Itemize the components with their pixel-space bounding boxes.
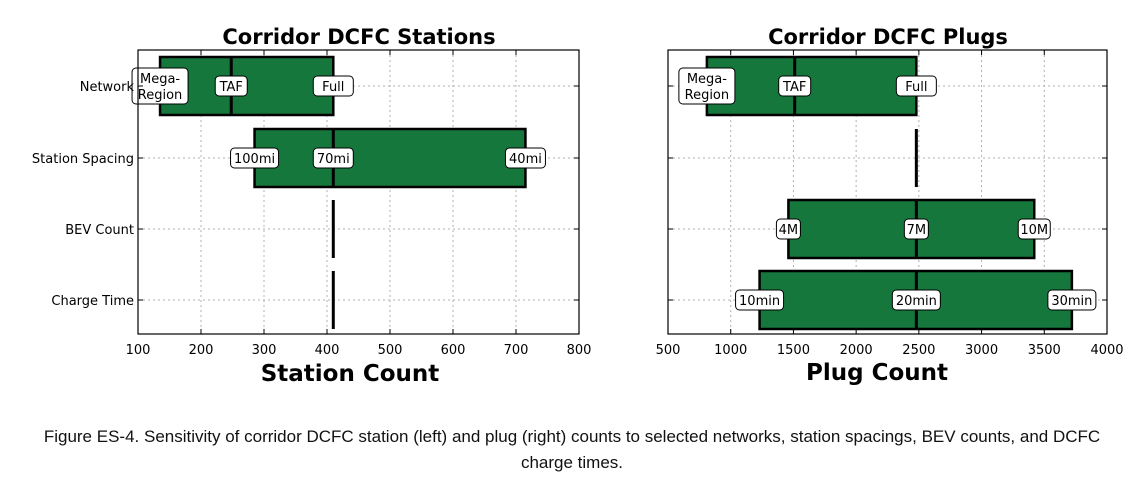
bar-label-text: Full [905, 80, 927, 95]
x-tick-label: 300 [252, 343, 277, 358]
bar-label: Mega-Region [131, 67, 189, 105]
x-axis-label: Station Count [261, 361, 440, 387]
bar-label-text: TAF [782, 80, 806, 95]
plot-frame [667, 49, 1108, 335]
bar-label-text: Mega- [687, 72, 727, 87]
x-tick-label: 500 [656, 343, 681, 358]
bar-label: Full [312, 75, 354, 97]
x-axis-label: Plug Count [806, 360, 948, 386]
bar-label-text: 4M [779, 223, 799, 238]
bar-label-box [735, 289, 785, 311]
bar-label-box [895, 75, 937, 97]
y-tick-label: Station Spacing [32, 152, 134, 167]
bar-label: Mega-Region [678, 67, 736, 105]
y-tick-label: BEV Count [65, 223, 134, 238]
bar-label-box [678, 67, 736, 105]
bar-label-box [312, 75, 354, 97]
bar-rect [705, 55, 918, 117]
bar-label-box [1047, 289, 1097, 311]
chart-title: Corridor DCFC Plugs [768, 25, 1008, 49]
bar-label: 40mi [504, 147, 546, 169]
bar-label: 30min [1047, 289, 1097, 311]
x-tick-label: 1500 [777, 343, 810, 358]
x-tick-label: 200 [189, 343, 214, 358]
bar-label-box [214, 75, 248, 97]
figure-caption: Figure ES-4. Sensitivity of corridor DCF… [43, 427, 1101, 472]
y-tick-label: Network [80, 80, 135, 95]
bar-bev-count: 4M 7M 10M [775, 198, 1051, 260]
bar-label-text: 100mi [234, 152, 275, 167]
bar-label-box [312, 147, 354, 169]
bar-label-text: Region [685, 88, 730, 103]
x-tick-label: 3000 [965, 343, 998, 358]
chart-title: Corridor DCFC Stations [222, 25, 495, 49]
bar-charge-time: 10min 20min 30min [735, 269, 1097, 331]
bar-label-text: 10min [739, 294, 780, 309]
bar-label: 70mi [312, 147, 354, 169]
bar-label-text: 7M [907, 223, 927, 238]
x-tick-label: 2000 [840, 343, 873, 358]
bar-label-text: 70mi [317, 152, 350, 167]
plot-frame [137, 49, 580, 335]
x-tick-label: 700 [504, 343, 529, 358]
x-tick-label: 800 [567, 343, 592, 358]
bar-label: TAF [778, 75, 812, 97]
bar-label-text: 20min [896, 294, 937, 309]
x-tick-label: 2500 [902, 343, 935, 358]
bar-label: 10min [735, 289, 785, 311]
bar-label: 4M [775, 218, 801, 240]
bar-network: Mega-Region TAF Full [678, 55, 937, 117]
bar-label: TAF [214, 75, 248, 97]
bar-network: Mega-Region TAF Full [131, 55, 354, 117]
x-tick-label: 3500 [1028, 343, 1061, 358]
bar-label-box [891, 289, 941, 311]
bar-label-box [230, 147, 280, 169]
bar-label-text: Full [322, 80, 344, 95]
y-tick-label: Charge Time [51, 294, 134, 309]
bar-label-box [775, 218, 801, 240]
x-tick-label: 4000 [1090, 343, 1123, 358]
bar-label-text: 10M [1020, 223, 1048, 238]
bar-label: Full [895, 75, 937, 97]
bar-label-box [778, 75, 812, 97]
bar-label: 20min [891, 289, 941, 311]
bar-rect [253, 127, 527, 189]
bar-label-text: TAF [219, 80, 243, 95]
bar-label: 100mi [230, 147, 280, 169]
x-tick-label: 400 [315, 343, 340, 358]
bar-label-box [903, 218, 929, 240]
x-tick-label: 100 [126, 343, 151, 358]
x-tick-label: 500 [378, 343, 403, 358]
chart-panel-0: Mega-Region TAF Full 100mi 70mi 40mi 100 200 300… [32, 25, 591, 387]
bar-label-text: Mega- [140, 72, 180, 87]
bar-label-box [131, 67, 189, 105]
chart-panel-1: Mega-Region TAF Full 4M 7M 10M 10min 20min 30min… [656, 25, 1124, 386]
bar-label-box [504, 147, 546, 169]
bar-station-spacing: 100mi 70mi 40mi [230, 127, 546, 189]
x-tick-label: 1000 [714, 343, 747, 358]
bar-label-text: 40mi [509, 152, 542, 167]
bar-label-text: 30min [1051, 294, 1092, 309]
bar-label-box [1017, 218, 1051, 240]
bar-label: 10M [1017, 218, 1051, 240]
x-tick-label: 600 [441, 343, 466, 358]
bar-label-text: Region [138, 88, 183, 103]
bar-label: 7M [903, 218, 929, 240]
